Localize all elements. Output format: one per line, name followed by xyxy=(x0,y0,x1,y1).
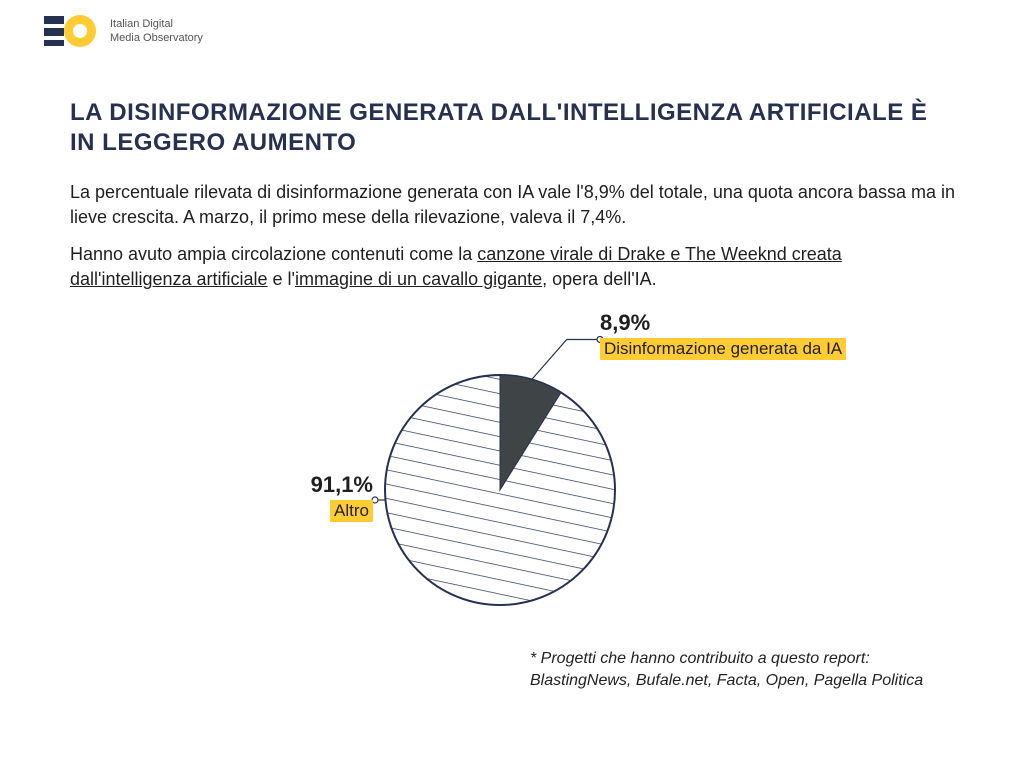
slice-pct-ia: 8,9% xyxy=(600,310,846,336)
p2-mid: e l' xyxy=(268,269,295,289)
logo-text: Italian Digital Media Observatory xyxy=(110,17,203,46)
logo-mark xyxy=(44,12,100,50)
logo: Italian Digital Media Observatory xyxy=(44,12,203,50)
logo-text-line2: Media Observatory xyxy=(110,31,203,45)
logo-text-line1: Italian Digital xyxy=(110,17,203,31)
slice-label-altro: 91,1% Altro xyxy=(303,472,373,522)
pie-chart: 8,9% Disinformazione generata da IA 91,1… xyxy=(0,330,1024,660)
p2-link2[interactable]: immagine di un cavallo gigante xyxy=(295,269,542,289)
page-title: LA DISINFORMAZIONE GENERATA DALL'INTELLI… xyxy=(70,98,954,158)
slice-label-ia: 8,9% Disinformazione generata da IA xyxy=(600,310,846,360)
slice-name-altro: Altro xyxy=(330,500,373,522)
slice-name-ia: Disinformazione generata da IA xyxy=(600,338,846,360)
intro-paragraph-2: Hanno avuto ampia circolazione contenuti… xyxy=(70,242,966,292)
slice-pct-altro: 91,1% xyxy=(303,472,373,498)
pie-svg xyxy=(0,330,1024,660)
p2-pre: Hanno avuto ampia circolazione contenuti… xyxy=(70,244,477,264)
footnote: * Progetti che hanno contribuito a quest… xyxy=(530,648,950,691)
p2-post: , opera dell'IA. xyxy=(542,269,657,289)
intro-paragraph-1: La percentuale rilevata di disinformazio… xyxy=(70,180,966,230)
